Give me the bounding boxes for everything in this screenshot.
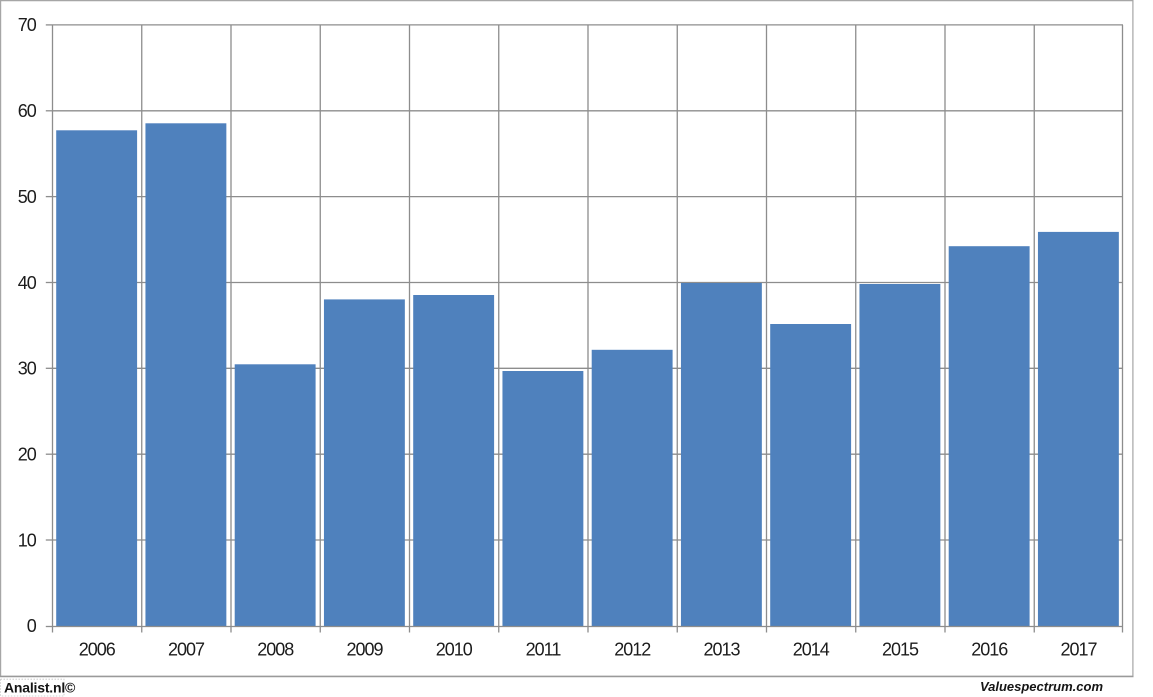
svg-text:0: 0 [27,616,37,636]
svg-text:70: 70 [18,15,37,35]
svg-text:2008: 2008 [257,640,294,660]
svg-text:30: 30 [18,359,37,379]
svg-text:2015: 2015 [882,640,919,660]
svg-text:2006: 2006 [79,640,116,660]
svg-text:60: 60 [18,101,37,121]
svg-text:20: 20 [18,445,37,465]
svg-text:2017: 2017 [1060,640,1097,660]
svg-text:2009: 2009 [346,640,383,660]
svg-text:2016: 2016 [971,640,1008,660]
svg-text:Valuespectrum.com: Valuespectrum.com [980,679,1104,694]
svg-text:2007: 2007 [168,640,205,660]
svg-text:2013: 2013 [703,640,740,660]
svg-text:2014: 2014 [793,640,830,660]
svg-text:2011: 2011 [526,640,562,660]
svg-text:2012: 2012 [614,640,651,660]
svg-text:40: 40 [18,273,37,293]
svg-text:Analist.nl©: Analist.nl© [4,680,76,696]
svg-text:2010: 2010 [436,640,473,660]
svg-text:50: 50 [18,187,37,207]
svg-text:10: 10 [18,530,37,550]
